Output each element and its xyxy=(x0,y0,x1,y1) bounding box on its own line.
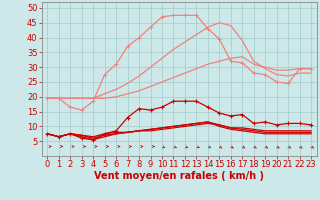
X-axis label: Vent moyen/en rafales ( km/h ): Vent moyen/en rafales ( km/h ) xyxy=(94,171,264,181)
